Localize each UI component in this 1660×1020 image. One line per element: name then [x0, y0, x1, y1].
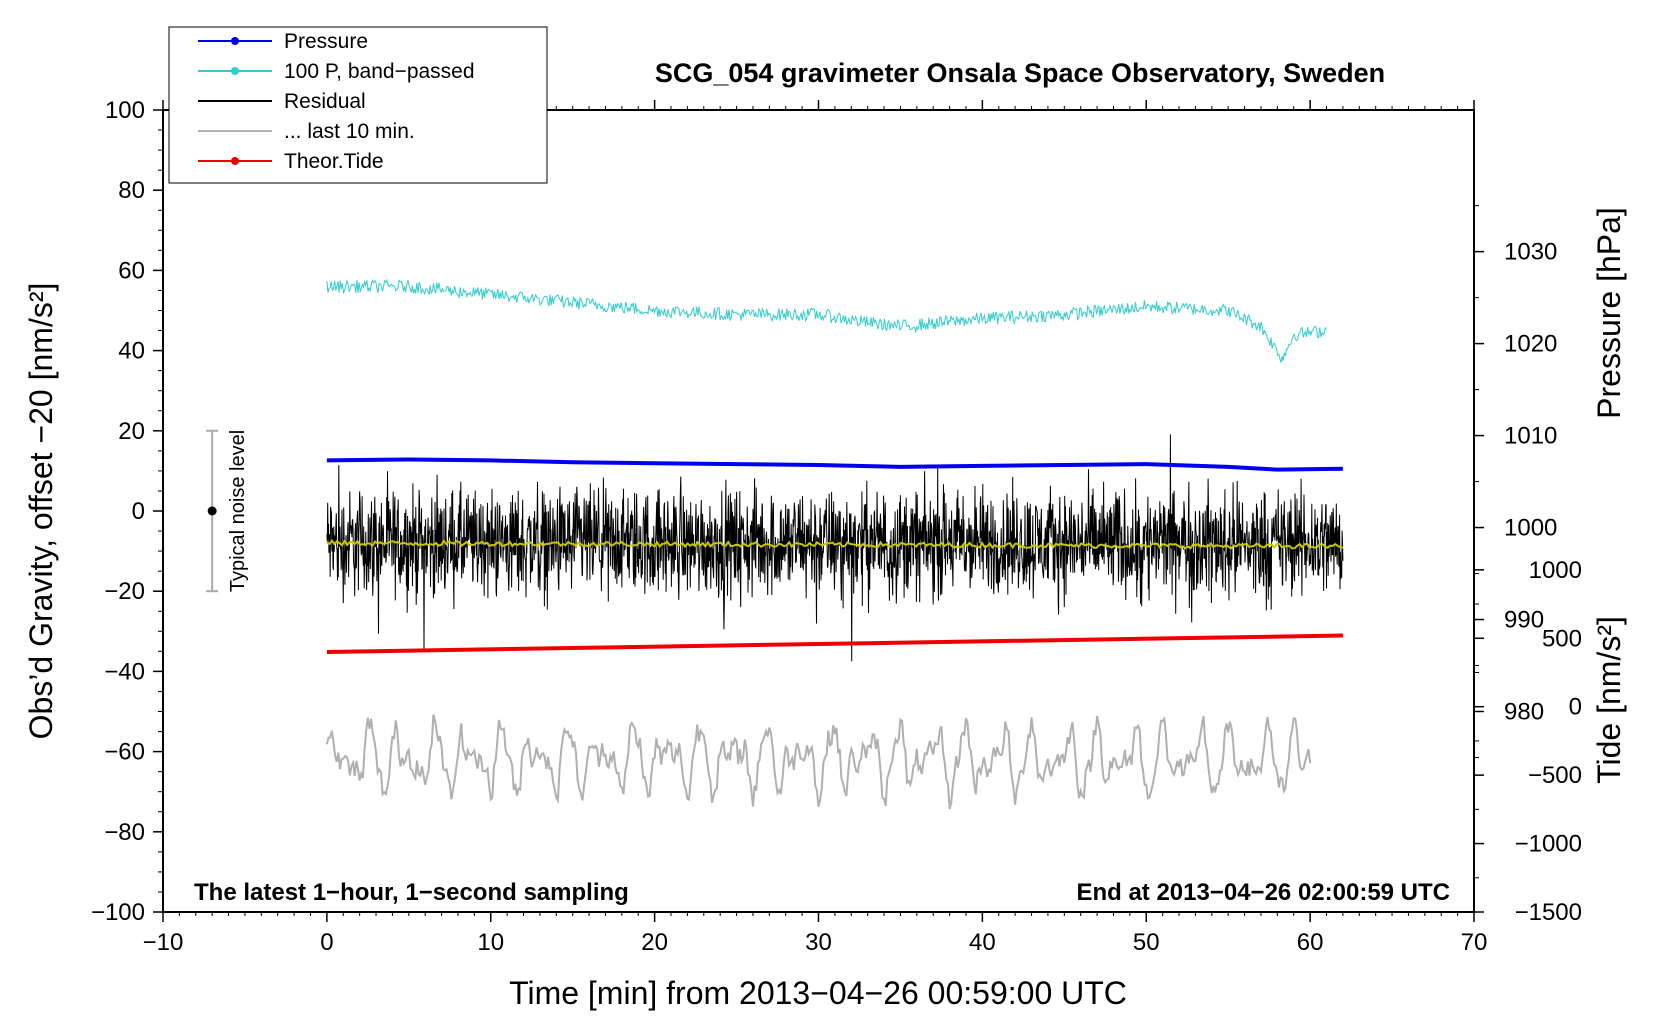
pressure-tick-labels: 980 990 1000 1010 1020 1030 — [1504, 239, 1557, 726]
series-theoretical-tide — [326, 633, 1343, 654]
y-tick-label: 40 — [118, 338, 145, 365]
pressure-tick-label: 1030 — [1504, 239, 1557, 266]
noise-bar-marker — [207, 506, 217, 516]
noise-level-label: Typical noise level — [227, 430, 249, 592]
y-tick-labels: −100 −80 −60 −40 −20 0 20 40 60 80 100 — [91, 97, 145, 926]
series-residual — [326, 434, 1344, 662]
tide-tick-label: −500 — [1528, 762, 1582, 789]
series-residual-smoothed — [326, 538, 1344, 550]
y-tick-label: −100 — [91, 899, 145, 926]
annotation-sampling: The latest 1−hour, 1−second sampling — [194, 879, 629, 906]
legend-label: Residual — [284, 90, 366, 113]
annotation-end-time: End at 2013−04−26 02:00:59 UTC — [1076, 879, 1450, 906]
legend-swatch-marker — [231, 67, 239, 75]
tide-tick-label: 1000 — [1529, 557, 1582, 584]
legend-swatch-marker — [231, 37, 239, 45]
pressure-tick-label: 1000 — [1504, 515, 1557, 542]
legend-label: Pressure — [284, 30, 368, 53]
series-pressure — [326, 457, 1343, 472]
y-tick-label: −60 — [104, 739, 145, 766]
legend-label: Theor.Tide — [284, 150, 384, 173]
tide-tick-labels: −1500 −1000 −500 0 500 1000 — [1515, 557, 1582, 926]
legend-swatch-marker — [231, 157, 239, 165]
y-tick-label: −40 — [104, 658, 145, 685]
y-tick-label: 80 — [118, 177, 145, 204]
pressure-tick-label: 1010 — [1504, 423, 1557, 450]
legend: Pressure 100 P, band−passed Residual ... la… — [168, 26, 548, 184]
y-axis-title-left: Obs’d Gravity, offset −20 [nm/s²] — [23, 283, 59, 740]
tide-tick-label: −1500 — [1515, 899, 1582, 926]
y-axis-title-tide: Tide [nm/s²] — [1591, 616, 1627, 784]
tide-tick-label: −1000 — [1515, 831, 1582, 858]
pressure-tick-label: 1020 — [1504, 331, 1557, 358]
x-tick-label: 0 — [320, 929, 333, 956]
x-tick-label: 60 — [1297, 929, 1324, 956]
x-tick-label: 10 — [477, 929, 504, 956]
x-axis-title: Time [min] from 2013−04−26 00:59:00 UTC — [509, 975, 1127, 1011]
noise-level-bar — [206, 429, 219, 593]
y-tick-label: −20 — [104, 578, 145, 605]
pressure-tick-label: 980 — [1504, 699, 1544, 726]
tide-tick-label: 500 — [1542, 625, 1582, 652]
y-tick-label: 20 — [118, 418, 145, 445]
x-tick-label: −10 — [143, 929, 184, 956]
y-tick-label: −80 — [104, 819, 145, 846]
legend-label: ... last 10 min. — [284, 120, 415, 143]
x-tick-label: 70 — [1461, 929, 1488, 956]
legend-label: 100 P, band−passed — [284, 60, 475, 83]
tide-tick-label: 0 — [1569, 694, 1582, 721]
series-last-10-min — [325, 714, 1312, 810]
legend-box — [168, 26, 548, 184]
series-layer — [325, 278, 1344, 810]
y-tick-label: 60 — [118, 257, 145, 284]
x-tick-label: 50 — [1133, 929, 1160, 956]
chart-title: SCG_054 gravimeter Onsala Space Observat… — [655, 58, 1385, 88]
y-axis-title-pressure: Pressure [hPa] — [1591, 207, 1627, 419]
x-tick-label: 30 — [805, 929, 832, 956]
series-band-passed-pressure — [326, 278, 1327, 363]
y-tick-label: 0 — [132, 498, 145, 525]
y-tick-label: 100 — [105, 97, 145, 124]
pressure-tick-label: 990 — [1504, 607, 1544, 634]
x-tick-label: 40 — [969, 929, 996, 956]
x-tick-label: 20 — [641, 929, 668, 956]
x-tick-labels: −10 0 10 20 30 40 50 60 70 — [143, 929, 1488, 956]
